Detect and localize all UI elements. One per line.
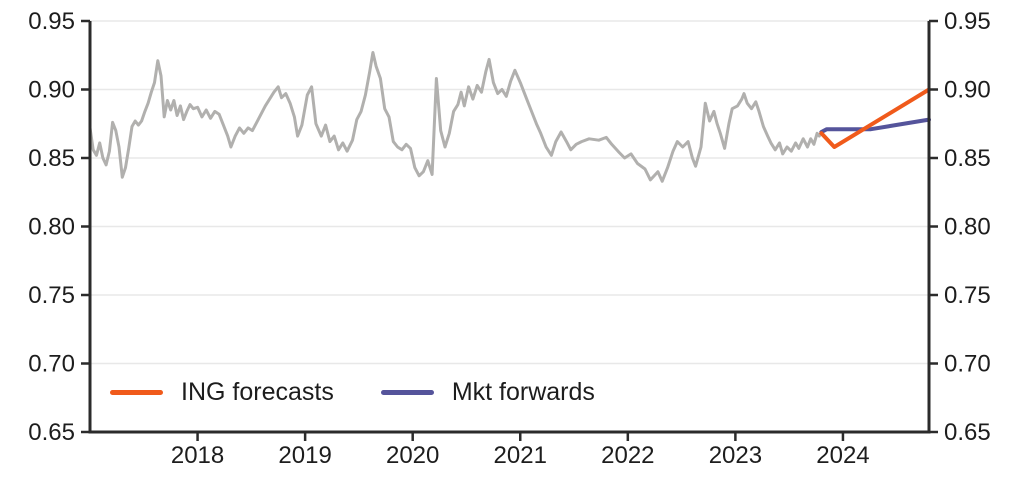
y-tick-label-right: 0.80 [944, 214, 991, 241]
y-tick-label-right: 0.65 [944, 419, 991, 446]
legend-label-ing-forecasts: ING forecasts [181, 378, 334, 406]
axis-tick-labels: 0.65 0.65 0.70 0.70 0.75 0.75 0.80 0.80 0.85 0.85… [28, 8, 990, 469]
x-tick-label: 2022 [601, 442, 654, 469]
legend-item-mkt-forwards: Mkt forwards [380, 378, 595, 407]
y-tick-label-left: 0.65 [28, 419, 75, 446]
legend-item-ing-forecasts: ING forecasts [110, 378, 334, 407]
series-line-ing-forecasts [819, 87, 931, 149]
mkt-forwards-line-swatch [380, 390, 434, 395]
x-tick-label: 2019 [278, 442, 331, 469]
y-tick-label-left: 0.95 [28, 8, 75, 35]
y-tick-label-left: 0.70 [28, 351, 75, 378]
y-tick-label-right: 0.70 [944, 351, 991, 378]
x-tick-label: 2024 [816, 442, 869, 469]
legend-label-mkt-forwards: Mkt forwards [451, 378, 595, 406]
x-tick-label: 2021 [494, 442, 547, 469]
y-tick-label-right: 0.90 [944, 77, 991, 104]
y-tick-label-left: 0.90 [28, 77, 75, 104]
y-tick-label-left: 0.85 [28, 145, 75, 172]
gridlines [90, 20, 929, 365]
y-tick-label-right: 0.75 [944, 282, 991, 309]
y-tick-label-left: 0.75 [28, 282, 75, 309]
x-tick-label: 2018 [171, 442, 224, 469]
series-line-mkt-forwards [819, 117, 931, 134]
y-tick-label-right: 0.95 [944, 8, 991, 35]
ing-forecasts-line-swatch [110, 390, 163, 395]
x-tick-label: 2023 [709, 442, 762, 469]
y-tick-label-right: 0.85 [944, 145, 991, 172]
y-tick-label-left: 0.80 [28, 214, 75, 241]
x-tick-label: 2020 [386, 442, 439, 469]
axes-and-ticks [81, 19, 938, 441]
legend: ING forecasts Mkt forwards [110, 378, 595, 407]
series-lines [88, 51, 931, 183]
series-line-history [88, 51, 823, 183]
